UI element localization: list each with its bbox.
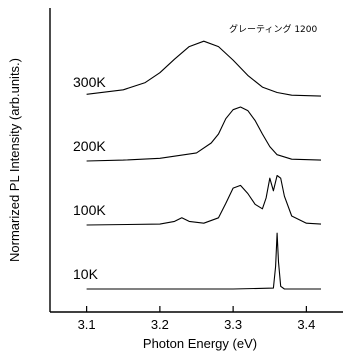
- x-axis-title: Photon Energy (eV): [143, 336, 257, 351]
- series-labels: 300K 200K 100K 10K: [73, 74, 106, 282]
- series-line-300k: [86, 40, 322, 97]
- x-tick-label: 3.3: [224, 317, 242, 332]
- x-axis-ticks: 3.1 3.2 3.3 3.4: [78, 306, 315, 332]
- series-label-200k: 200K: [73, 138, 106, 154]
- grating-annotation: グレーティング 1200: [229, 23, 317, 35]
- series-lines: [86, 40, 322, 290]
- series-label-10k: 10K: [73, 266, 99, 282]
- series-label-100k: 100K: [73, 202, 106, 218]
- series-line-100k: [86, 174, 322, 226]
- x-tick-label: 3.1: [78, 317, 96, 332]
- series-line-200k: [86, 106, 322, 162]
- series-line-10k: [86, 232, 321, 290]
- y-axis-title: Normarized PL Intensity (arb.units.): [7, 58, 22, 262]
- series-label-300k: 300K: [73, 74, 106, 90]
- x-tick-label: 3.4: [297, 317, 315, 332]
- x-tick-label: 3.2: [151, 317, 169, 332]
